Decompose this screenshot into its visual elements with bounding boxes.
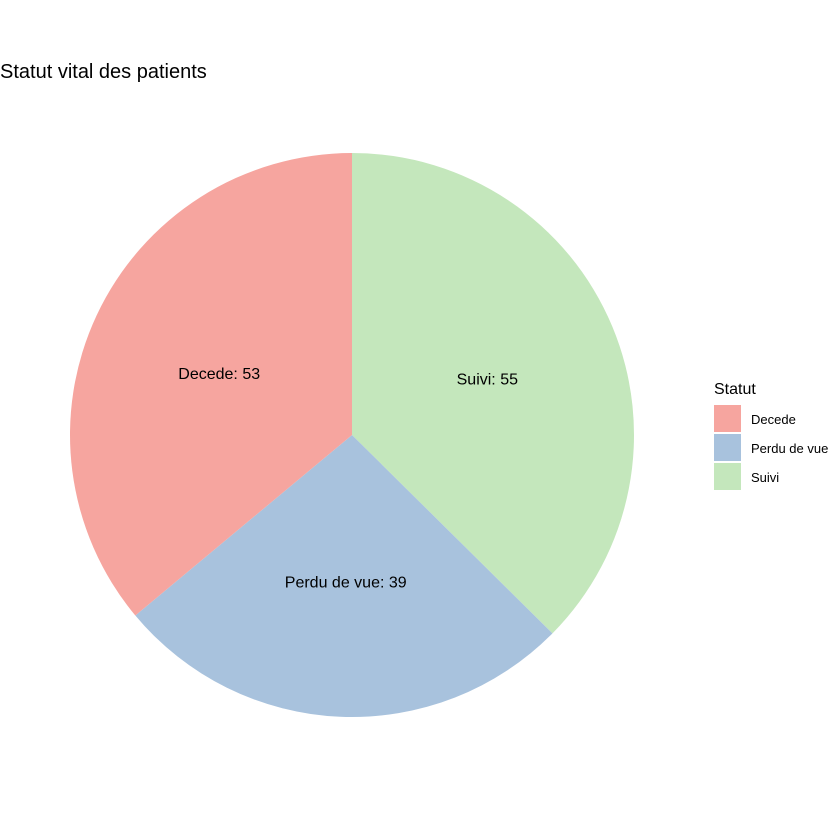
legend-title: Statut [714,381,756,398]
pie-slices [70,153,635,717]
legend-items: Decede Perdu de vue Suivi [714,405,828,490]
pie-slice-labels: Suivi: 55 Perdu de vue: 39 Decede: 53 [178,366,518,592]
legend-label-suivi: Suivi [751,470,779,485]
pie-slice-suivi [352,153,635,634]
slice-label-suivi: Suivi: 55 [457,372,518,389]
legend: Statut Decede Perdu de vue Suivi [714,381,828,490]
pie-slice-decede [70,153,352,616]
legend-swatch-decede [714,405,741,432]
chart-title: Statut vital des patients [0,61,207,83]
legend-swatch-perdu-de-vue [714,434,741,461]
legend-swatch-suivi [714,463,741,490]
slice-label-perdu-de-vue: Perdu de vue: 39 [285,575,407,592]
legend-label-decede: Decede [751,412,796,427]
slice-label-decede: Decede: 53 [178,366,260,383]
pie-slice-perdu-de-vue [135,435,553,717]
legend-label-perdu-de-vue: Perdu de vue [751,441,828,456]
